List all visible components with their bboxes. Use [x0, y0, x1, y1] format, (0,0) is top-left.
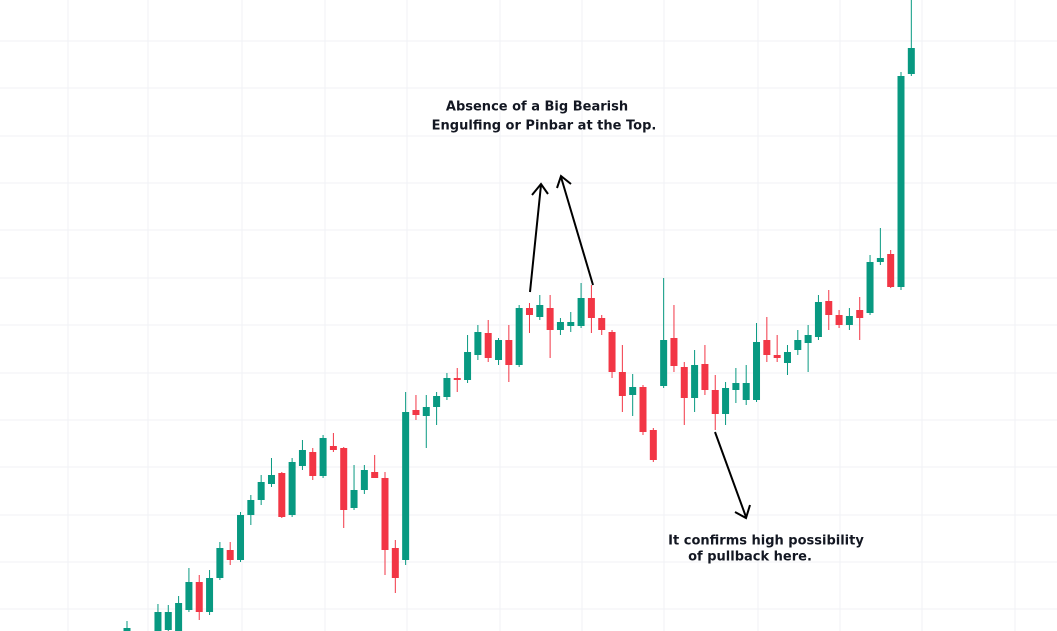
candle-body — [464, 352, 472, 380]
candle-body — [618, 372, 626, 396]
candle-body — [175, 603, 183, 631]
candle-body — [670, 338, 678, 366]
candle-body — [711, 390, 719, 414]
candle-body — [422, 407, 430, 416]
candle-body — [340, 448, 348, 510]
candle-body — [567, 322, 575, 326]
candles — [123, 0, 915, 631]
candle-body — [763, 340, 771, 355]
candle-body — [876, 258, 884, 262]
candle-body — [226, 550, 234, 560]
annotation: Absence of a Big Bearish — [446, 100, 628, 115]
candle-body — [742, 383, 750, 400]
candle-body — [391, 548, 399, 578]
candle-body — [907, 48, 915, 74]
candle-body — [288, 462, 296, 515]
candle-body — [237, 515, 245, 560]
candle-body — [515, 308, 523, 365]
candle-body — [525, 308, 533, 315]
candle-body — [629, 387, 637, 395]
candle-body — [866, 262, 874, 313]
candle-body — [773, 355, 781, 358]
candle-body — [505, 340, 513, 365]
annotation: of pullback here. — [688, 550, 812, 565]
candle-body — [360, 470, 368, 490]
candle-body — [267, 475, 275, 484]
candle-body — [443, 378, 451, 397]
candle-body — [154, 612, 162, 631]
candle-body — [814, 302, 822, 337]
candle-body — [123, 628, 131, 631]
arrow — [529, 182, 549, 293]
candle-body — [433, 396, 441, 407]
candle-body — [164, 612, 172, 630]
candle-body — [350, 490, 358, 508]
candle-body — [845, 316, 853, 325]
candle-body — [794, 340, 802, 350]
candle-body — [856, 310, 864, 318]
candle-body — [381, 478, 389, 550]
candle-body — [402, 412, 410, 560]
candle-body — [598, 318, 606, 330]
arrow — [556, 174, 594, 286]
candle-body — [753, 342, 761, 400]
candle-body — [835, 315, 843, 325]
annotation: It confirms high possibility — [668, 534, 864, 549]
candle-body — [495, 340, 503, 360]
candle-body — [257, 482, 265, 500]
candle-body — [216, 548, 224, 578]
candle-body — [185, 582, 193, 610]
arrow — [714, 431, 751, 520]
candle-body — [195, 582, 203, 612]
candle-body — [247, 500, 255, 515]
candle-body — [577, 298, 585, 326]
annotation: Engulfing or Pinbar at the Top. — [432, 119, 657, 134]
candle-body — [319, 438, 327, 476]
candle-body — [660, 340, 668, 386]
candle-body — [804, 335, 812, 343]
candle-body — [639, 387, 647, 432]
candle-body — [474, 332, 482, 355]
candle-body — [278, 473, 286, 517]
candle-body — [484, 333, 492, 358]
candle-body — [329, 446, 337, 450]
candle-body — [371, 472, 379, 478]
candle-body — [608, 332, 616, 372]
candle-body — [309, 452, 317, 476]
candle-body — [887, 254, 895, 287]
candle-body — [453, 378, 461, 380]
candle-body — [412, 410, 420, 415]
candle-body — [649, 430, 657, 460]
candle-body — [897, 76, 905, 287]
candle-body — [556, 322, 564, 330]
candle-body — [691, 365, 699, 398]
candle-body — [722, 388, 730, 414]
candle-body — [732, 383, 740, 390]
annotation-arrows — [529, 174, 751, 520]
candle-body — [825, 301, 833, 315]
candle-body — [546, 308, 554, 330]
candle-body — [680, 367, 688, 398]
candle-body — [536, 305, 544, 317]
candle-body — [701, 364, 709, 390]
candle-body — [206, 578, 214, 612]
candle-body — [298, 450, 306, 466]
candle-body — [783, 352, 791, 363]
candle-body — [587, 298, 595, 318]
